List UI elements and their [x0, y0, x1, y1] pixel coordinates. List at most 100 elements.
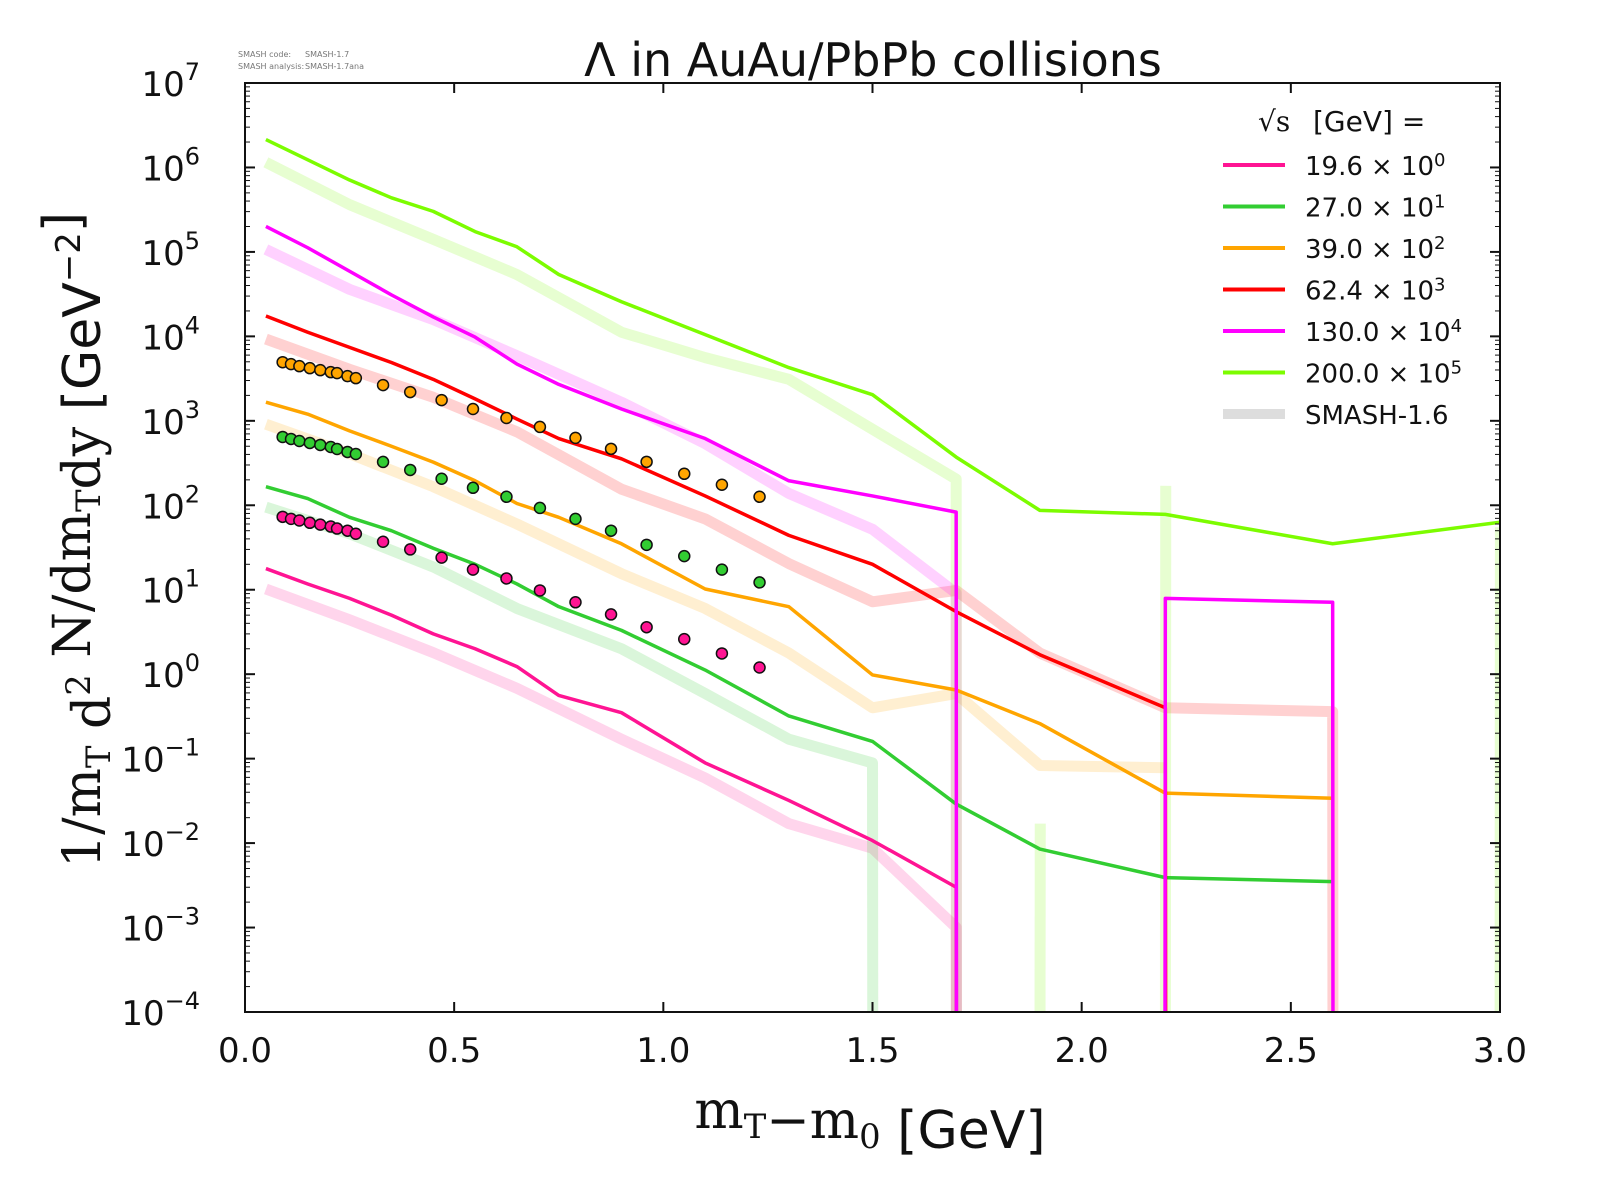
point-19-6-data: [604, 608, 618, 621]
y-tick-label: 10−3: [121, 903, 200, 950]
y-tick-label: 100: [141, 649, 200, 696]
point-19-6-data: [678, 632, 691, 646]
y-tick-label: 101: [141, 565, 200, 612]
y-tick-label: 102: [141, 480, 200, 527]
line-130-0-smash-1-7: [265, 224, 1335, 1012]
point-27-0-data: [533, 501, 547, 515]
line-27-0-smash-1-7: [265, 485, 1333, 884]
line-39-0-smash-1-7: [265, 400, 1333, 800]
y-tick-label: 107: [141, 58, 200, 105]
point-27-0-data: [466, 481, 480, 495]
ref-line-19-6-smash-1-6: [264, 583, 962, 1012]
point-27-0-data: [640, 538, 653, 552]
point-39-0-data: [753, 490, 766, 504]
point-27-0-data: [403, 463, 417, 477]
point-39-0-data: [314, 363, 327, 377]
point-27-0-data: [604, 524, 618, 537]
point-19-6-data: [466, 563, 480, 576]
x-tick-label: 1.0: [636, 1031, 690, 1071]
point-19-6-data: [753, 661, 766, 674]
line-200-0-smash-1-7: [265, 137, 1500, 546]
point-27-0-data: [715, 563, 729, 576]
y-tick-label: 105: [141, 227, 200, 274]
data-points: [276, 355, 766, 674]
point-27-0-data: [435, 472, 448, 486]
legend-entry-label: 27.0 × 101: [1305, 192, 1445, 224]
chart-title: Λ in AuAu/PbPb collisions: [584, 33, 1162, 87]
axes: 0.0 0.5 1.0 1.5 2.0 2.5 3.0 107 106 105 104 103 102 1…: [121, 58, 1527, 1071]
point-39-0-data: [466, 402, 480, 416]
point-39-0-data: [715, 478, 729, 491]
ref-line-200-0-smash-1-6: [263, 157, 962, 1012]
point-39-0-data: [349, 371, 363, 385]
y-tick-label: 104: [141, 311, 200, 358]
annotation-code-key: SMASH code:: [238, 50, 291, 59]
point-39-0-data: [640, 455, 653, 469]
x-tick-label: 1.5: [845, 1031, 899, 1071]
point-27-0-data: [303, 436, 317, 450]
point-19-6-data: [293, 514, 306, 527]
point-39-0-data: [403, 385, 417, 399]
point-39-0-data: [293, 359, 306, 373]
point-19-6-data: [303, 516, 317, 530]
legend-entry-label: 62.4 × 103: [1305, 275, 1445, 307]
ref-line-62-4-smash-1-6: [264, 333, 1339, 1012]
legend-entry-label: SMASH-1.6: [1305, 401, 1449, 431]
x-tick-label: 3.0: [1473, 1031, 1527, 1071]
y-axis-label: 1/mT d2 N/dmTdy [GeV−2]: [33, 212, 123, 868]
point-39-0-data: [604, 442, 618, 456]
point-39-0-data: [533, 420, 547, 434]
y-tick-label: 106: [141, 142, 200, 189]
line-19-6-smash-1-7: [265, 566, 959, 1012]
y-tick-label: 103: [141, 396, 200, 443]
point-27-0-data: [349, 447, 363, 461]
point-19-6-data: [376, 535, 390, 548]
legend-title-sqrt: √s: [1258, 105, 1290, 138]
x-tick-label: 2.0: [1055, 1031, 1109, 1071]
point-19-6-data: [640, 620, 653, 634]
point-19-6-data: [715, 647, 729, 660]
point-19-6-data: [500, 572, 513, 585]
point-19-6-data: [569, 596, 582, 609]
x-axis-label: mT−m0 [GeV]: [694, 1081, 1045, 1161]
ref-line-39-0-smash-1-6: [264, 419, 1166, 774]
point-19-6-data: [403, 543, 417, 556]
point-27-0-data: [753, 576, 766, 589]
point-27-0-data: [678, 549, 691, 563]
point-19-6-data: [314, 518, 327, 531]
point-19-6-data: [533, 584, 547, 597]
point-19-6-data: [435, 551, 448, 564]
point-27-0-data: [500, 490, 513, 504]
series-lines: [265, 137, 1500, 1012]
annotation-analysis-val: SMASH-1.7ana: [305, 62, 364, 71]
y-tick-label: 10−1: [121, 734, 200, 781]
legend-entry-label: 200.0 × 105: [1305, 358, 1462, 390]
legend-entry-label: 19.6 × 100: [1305, 150, 1445, 182]
point-39-0-data: [500, 411, 513, 425]
y-tick-label: 10−4: [121, 987, 200, 1034]
annotation-code-val: SMASH-1.7: [305, 50, 349, 59]
point-19-6-data: [330, 522, 344, 535]
point-27-0-data: [314, 438, 327, 452]
x-tick-label: 2.5: [1264, 1031, 1318, 1071]
x-tick-label: 0.0: [218, 1031, 272, 1071]
point-39-0-data: [303, 361, 317, 375]
point-39-0-data: [435, 393, 448, 407]
point-27-0-data: [293, 434, 306, 448]
legend: √s [GeV] = 19.6 × 100 27.0 × 101 39.0 × 102 62.4…: [1223, 105, 1462, 431]
annotation-analysis-key: SMASH analysis:: [238, 62, 304, 71]
point-27-0-data: [330, 442, 344, 456]
point-39-0-data: [678, 467, 691, 481]
point-39-0-data: [569, 431, 582, 445]
legend-entry-label: 39.0 × 102: [1305, 233, 1445, 265]
point-39-0-data: [330, 366, 344, 380]
x-tick-label: 0.5: [427, 1031, 481, 1071]
point-39-0-data: [376, 378, 390, 392]
y-tick-label: 10−2: [121, 818, 200, 865]
reference-lines: [263, 157, 1500, 1012]
point-27-0-data: [376, 455, 390, 469]
legend-entry-label: 130.0 × 104: [1305, 316, 1462, 348]
point-27-0-data: [569, 512, 582, 526]
legend-title: [GeV] =: [1313, 105, 1425, 138]
